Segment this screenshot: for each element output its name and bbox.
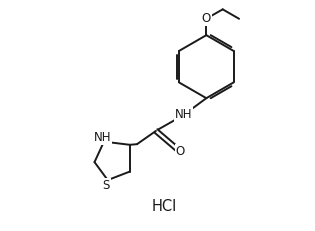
Text: NH: NH [94, 131, 111, 144]
Text: S: S [102, 179, 110, 192]
Text: NH: NH [175, 108, 192, 121]
Text: O: O [202, 12, 211, 25]
Text: HCl: HCl [151, 199, 176, 214]
Text: O: O [176, 145, 185, 158]
